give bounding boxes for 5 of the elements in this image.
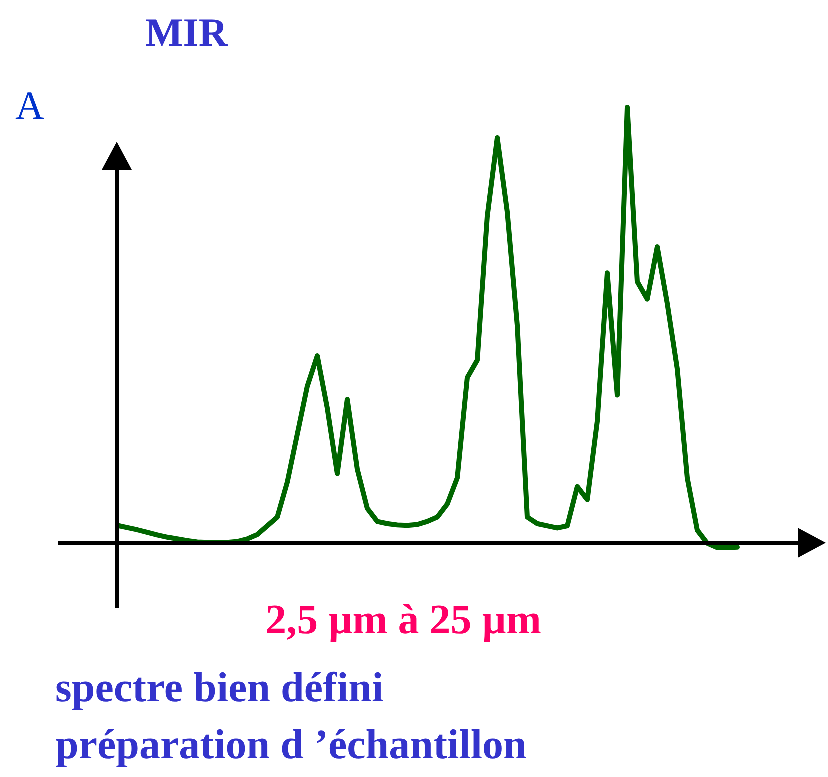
text: spectre bien défini <box>56 666 384 712</box>
text: préparation d ’échantillon <box>56 722 527 768</box>
x-axis-title: 2,5 µm à 25 µm <box>266 598 542 644</box>
y-axis-title: A <box>16 83 44 128</box>
chart-title: MIR <box>146 10 229 55</box>
